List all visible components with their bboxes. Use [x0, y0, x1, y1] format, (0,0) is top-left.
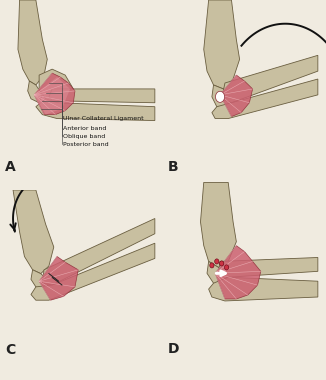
Polygon shape [209, 277, 318, 301]
Circle shape [215, 259, 219, 264]
Text: C: C [5, 343, 15, 357]
Polygon shape [49, 89, 155, 103]
Polygon shape [31, 243, 155, 300]
Text: D: D [168, 342, 179, 356]
Circle shape [224, 265, 229, 270]
Polygon shape [18, 0, 47, 85]
Text: A: A [5, 160, 16, 174]
Circle shape [215, 91, 225, 102]
Polygon shape [42, 218, 155, 285]
Polygon shape [212, 85, 231, 109]
Polygon shape [204, 0, 240, 89]
Polygon shape [215, 245, 261, 299]
Polygon shape [222, 55, 318, 103]
Polygon shape [200, 182, 236, 268]
Polygon shape [218, 258, 318, 277]
Text: Ulnar Collateral Ligament: Ulnar Collateral Ligament [63, 116, 143, 121]
Polygon shape [31, 270, 49, 291]
Text: Anterior band: Anterior band [63, 126, 106, 131]
Text: Oblique band: Oblique band [63, 134, 105, 139]
Polygon shape [39, 256, 78, 300]
Circle shape [220, 261, 224, 266]
Polygon shape [212, 79, 318, 119]
Polygon shape [39, 69, 73, 103]
Text: Posterior band: Posterior band [63, 142, 108, 147]
Circle shape [210, 263, 214, 268]
Polygon shape [207, 261, 227, 287]
Polygon shape [13, 190, 54, 274]
Polygon shape [36, 99, 155, 120]
Polygon shape [34, 73, 75, 115]
Polygon shape [34, 77, 70, 115]
Polygon shape [28, 81, 42, 103]
Text: B: B [168, 160, 179, 174]
Polygon shape [220, 75, 253, 117]
